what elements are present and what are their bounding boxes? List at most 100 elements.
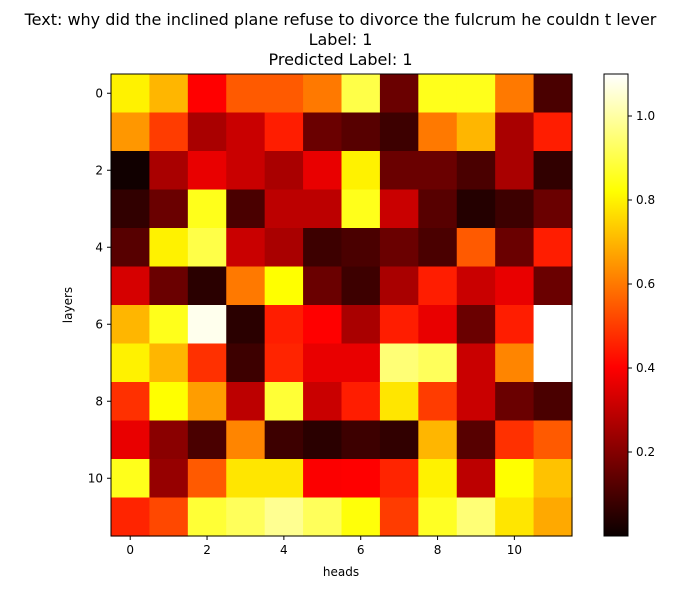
heatmap-cell: [111, 343, 151, 383]
heatmap-cell: [187, 112, 227, 152]
heatmap-cell: [226, 112, 266, 152]
heatmap-cell: [187, 228, 227, 268]
heatmap-cell: [264, 459, 304, 499]
heatmap-cell: [533, 497, 573, 537]
x-tick-label: 2: [203, 543, 211, 557]
heatmap-cell: [111, 497, 151, 537]
heatmap-cell: [149, 151, 189, 191]
colorbar-tick-label: 0.4: [636, 361, 655, 375]
heatmap-cell: [187, 382, 227, 422]
heatmap-cell: [111, 459, 151, 499]
heatmap-cell: [303, 112, 343, 152]
heatmap-cell: [533, 112, 573, 152]
heatmap-cell: [303, 189, 343, 229]
heatmap-cell: [264, 74, 304, 114]
heatmap-cell: [456, 305, 496, 345]
heatmap-cell: [111, 112, 151, 152]
heatmap-cell: [418, 459, 458, 499]
colorbar-tick-label: 1.0: [636, 109, 655, 123]
heatmap-cell: [341, 228, 381, 268]
heatmap-cell: [264, 228, 304, 268]
heatmap-cell: [226, 459, 266, 499]
heatmap-cell: [226, 189, 266, 229]
heatmap-cell: [495, 151, 535, 191]
heatmap-cell: [303, 228, 343, 268]
heatmap-cell: [495, 343, 535, 383]
heatmap-cell: [418, 112, 458, 152]
y-tick-label: 2: [95, 163, 103, 177]
heatmap-cell: [341, 343, 381, 383]
heatmap-cell: [533, 151, 573, 191]
heatmap-cell: [264, 382, 304, 422]
heatmap-cell: [418, 189, 458, 229]
heatmap-cell: [149, 74, 189, 114]
heatmap-cell: [341, 459, 381, 499]
heatmap-cell: [264, 189, 304, 229]
heatmap-cell: [111, 420, 151, 460]
heatmap-cell: [187, 497, 227, 537]
heatmap-cell: [495, 74, 535, 114]
x-axis-label: heads: [323, 565, 359, 579]
y-axis-ticks: 0 2 4 6 8 10: [88, 86, 111, 485]
heatmap-cell: [111, 151, 151, 191]
heatmap-cell: [495, 459, 535, 499]
heatmap-cell: [226, 420, 266, 460]
heatmap-cell: [149, 305, 189, 345]
heatmap-cell: [418, 228, 458, 268]
x-tick-label: 4: [280, 543, 288, 557]
heatmap-cell: [111, 74, 151, 114]
heatmap-cell: [379, 112, 419, 152]
heatmap-cell: [226, 382, 266, 422]
heatmap-cell: [533, 266, 573, 306]
heatmap-cell: [264, 151, 304, 191]
heatmap-cell: [341, 189, 381, 229]
heatmap-cell: [495, 189, 535, 229]
heatmap-cell: [533, 382, 573, 422]
heatmap-cell: [533, 228, 573, 268]
y-axis-label: layers: [61, 287, 75, 323]
heatmap-cell: [264, 420, 304, 460]
heatmap-cell: [379, 497, 419, 537]
x-tick-label: 6: [357, 543, 365, 557]
heatmap-cell: [495, 382, 535, 422]
heatmap-cell: [456, 189, 496, 229]
heatmap-cell: [456, 343, 496, 383]
heatmap-cell: [456, 151, 496, 191]
heatmap-cell: [456, 112, 496, 152]
heatmap-cell: [111, 228, 151, 268]
heatmap-cell: [379, 74, 419, 114]
heatmap-cell: [341, 112, 381, 152]
heatmap-cell: [149, 228, 189, 268]
heatmap-cell: [187, 343, 227, 383]
heatmap-cell: [226, 228, 266, 268]
heatmap-cell: [226, 497, 266, 537]
heatmap-cell: [495, 305, 535, 345]
heatmap-cell: [495, 266, 535, 306]
heatmap-cell: [379, 382, 419, 422]
heatmap-cell: [187, 151, 227, 191]
heatmap-cell: [379, 151, 419, 191]
heatmap-cell: [303, 497, 343, 537]
heatmap-cell: [303, 305, 343, 345]
heatmap-cell: [187, 189, 227, 229]
x-tick-label: 0: [126, 543, 134, 557]
heatmap-cell: [379, 459, 419, 499]
heatmap-cell: [111, 305, 151, 345]
heatmap-cell: [379, 228, 419, 268]
heatmap-cell: [418, 151, 458, 191]
heatmap-cell: [533, 343, 573, 383]
heatmap-cell: [456, 497, 496, 537]
heatmap-cell: [495, 112, 535, 152]
y-tick-label: 10: [88, 471, 103, 485]
heatmap-cell: [303, 382, 343, 422]
heatmap-cell: [303, 420, 343, 460]
heatmap-cell: [341, 266, 381, 306]
heatmap-cell: [303, 266, 343, 306]
colorbar-ticks: 0.2 0.4 0.6 0.8 1.0: [628, 109, 655, 459]
heatmap-cell: [303, 74, 343, 114]
heatmap-cell: [341, 74, 381, 114]
heatmap-cell: [341, 420, 381, 460]
heatmap-cell: [341, 382, 381, 422]
heatmap-cell: [149, 382, 189, 422]
